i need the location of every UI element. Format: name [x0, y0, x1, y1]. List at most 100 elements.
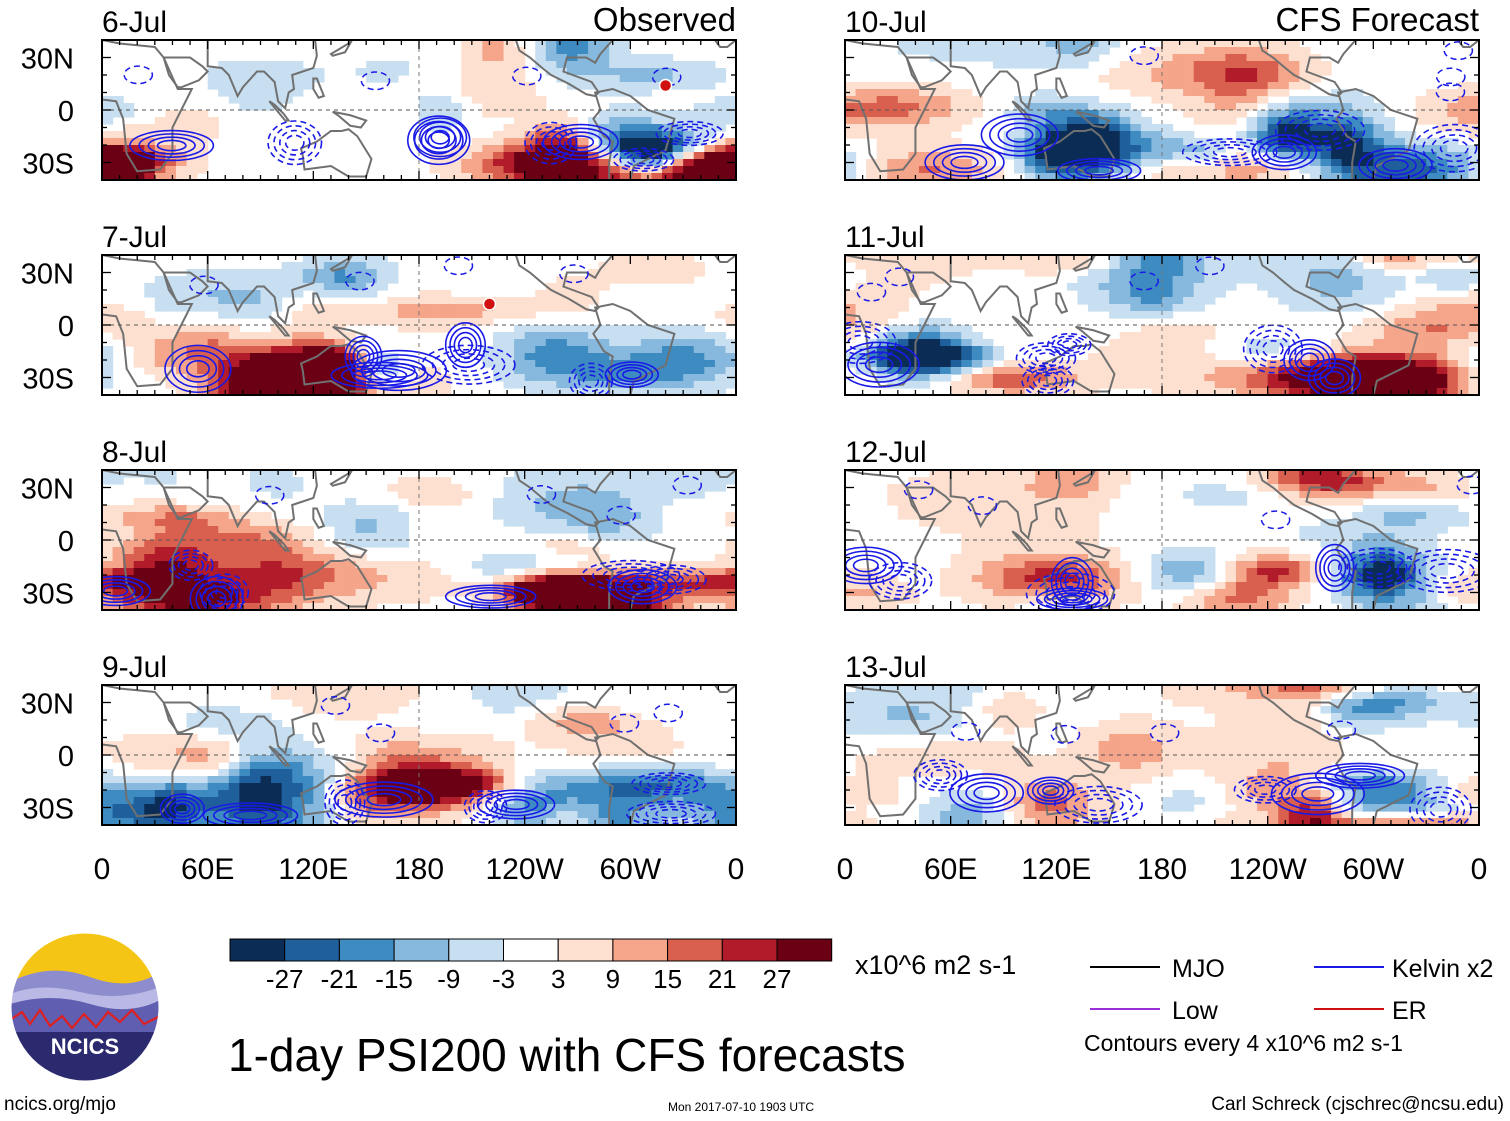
y-tick-label: 30S — [22, 364, 74, 396]
legend-label: Kelvin x2 — [1392, 955, 1494, 983]
legend-label: MJO — [1172, 955, 1225, 983]
y-tick-label: 0 — [58, 741, 74, 773]
coastlines — [845, 255, 1479, 395]
x-tick-label: 120W — [485, 853, 564, 886]
y-tick-label: 0 — [58, 526, 74, 558]
logo-text: NCICS — [51, 1034, 119, 1059]
colorbar-swatch — [284, 938, 340, 962]
colorbar-swatch — [229, 938, 286, 962]
colorbar-swatch — [448, 938, 504, 962]
kelvin-contours — [159, 695, 717, 825]
column-label: CFS Forecast — [1275, 1, 1479, 38]
y-tick-label: 30N — [21, 259, 74, 291]
map-panel: 10-Jul — [844, 6, 1480, 181]
colorbar-swatch — [557, 938, 614, 962]
kelvin-contours — [123, 65, 724, 172]
colorbar-label: -27 — [266, 964, 304, 994]
panel-column-observed: Observed 6-Jul 30N 0 30S 7-Jul 30N 0 30S 8-Jul 30N… — [21, 1, 745, 886]
chart-title: 1-day PSI200 with CFS forecasts — [228, 1029, 906, 1081]
author-credit: Carl Schreck (cjschrec@ncsu.edu) — [1211, 1094, 1504, 1115]
legend-line-kelvin — [1314, 966, 1384, 968]
colorbar: -27 -21 -15 -9 -3 3 9 15 21 27 — [229, 938, 833, 994]
colorbar-swatch — [503, 938, 559, 962]
panel-column-forecast: CFS Forecast 10-Jul 11-Jul 12-Jul 13-Jul 0 60E… — [837, 1, 1488, 886]
legend-line-low — [1090, 1008, 1160, 1010]
panel-date: 13-Jul — [845, 651, 927, 684]
legend-line-er — [1314, 1008, 1384, 1010]
y-tick-label: 30S — [22, 579, 74, 611]
panel-date: 10-Jul — [845, 6, 927, 39]
colorbar-label: 9 — [606, 964, 620, 994]
coastlines — [845, 685, 1479, 825]
kelvin-contours — [924, 41, 1479, 180]
colorbar-label: -9 — [437, 964, 460, 994]
timestamp: Mon 2017-07-10 1903 UTC — [668, 1100, 815, 1114]
panel-ticks — [844, 254, 1480, 396]
y-tick-label: 30S — [22, 794, 74, 826]
colorbar-units: x10^6 m2 s-1 — [855, 950, 1017, 980]
colorbar-swatch — [338, 938, 395, 962]
colorbar-label: 15 — [653, 964, 682, 994]
column-label: Observed — [593, 1, 736, 38]
legend-label: ER — [1392, 997, 1427, 1025]
coastlines — [845, 40, 1479, 180]
colorbar-swatch — [667, 938, 723, 962]
colorbar-label: -21 — [321, 964, 359, 994]
panel-ticks — [101, 469, 737, 611]
panel-date: 6-Jul — [102, 6, 167, 39]
map-panel: 7-Jul 30N 0 30S — [21, 221, 737, 396]
panel-ticks — [101, 684, 737, 826]
tropical-storm-icon — [658, 78, 673, 93]
panel-ticks — [844, 469, 1480, 611]
panel-ticks — [101, 254, 737, 396]
panel-date: 7-Jul — [102, 221, 167, 254]
map-panel: 13-Jul — [844, 651, 1480, 826]
map-panel: 11-Jul — [844, 221, 1480, 396]
coastlines — [102, 40, 736, 180]
colorbar-swatch — [393, 938, 450, 962]
kelvin-contours — [845, 256, 1362, 395]
x-tick-label: 0 — [837, 853, 854, 886]
y-tick-label: 30S — [22, 149, 74, 181]
colorbar-label: 27 — [763, 964, 792, 994]
colorbar-swatch — [776, 938, 833, 962]
colorbar-swatch — [721, 938, 778, 962]
legend-line-mjo — [1090, 966, 1160, 968]
x-tick-label: 60W — [599, 853, 661, 886]
map-panel: 6-Jul 30N 0 30S — [21, 6, 737, 181]
x-tick-label: 180 — [394, 853, 444, 886]
colorbar-label: 3 — [551, 964, 565, 994]
map-panel: 9-Jul 30N 0 30S — [21, 651, 737, 826]
y-tick-label: 30N — [21, 44, 74, 76]
panel-date: 12-Jul — [845, 436, 927, 469]
x-tick-label: 180 — [1137, 853, 1187, 886]
x-tick-label: 0 — [728, 853, 745, 886]
panel-date: 8-Jul — [102, 436, 167, 469]
panel-ticks — [844, 39, 1480, 181]
x-tick-label: 120W — [1228, 853, 1307, 886]
x-tick-label: 120E — [278, 853, 348, 886]
panel-date: 9-Jul — [102, 651, 167, 684]
legend-label: Low — [1172, 997, 1218, 1025]
x-tick-label: 120E — [1021, 853, 1091, 886]
x-tick-label: 60E — [181, 853, 234, 886]
panel-ticks — [844, 684, 1480, 826]
panel-ticks — [101, 39, 737, 181]
map-panel: 8-Jul 30N 0 30S — [21, 436, 737, 611]
colorbar-swatch — [612, 938, 669, 962]
panel-date: 11-Jul — [845, 221, 924, 254]
x-tick-label: 60E — [924, 853, 977, 886]
kelvin-contours — [102, 475, 707, 610]
colorbar-label: -3 — [492, 964, 515, 994]
ncics-logo: NCICS — [10, 932, 160, 1082]
colorbar-label: 21 — [708, 964, 737, 994]
y-tick-label: 30N — [21, 689, 74, 721]
x-tick-label: 60W — [1342, 853, 1404, 886]
site-url[interactable]: ncics.org/mjo — [4, 1094, 116, 1115]
contour-note: Contours every 4 x10^6 m2 s-1 — [1084, 1030, 1403, 1056]
kelvin-contours — [912, 720, 1472, 825]
kelvin-contours — [845, 475, 1479, 610]
coastlines — [845, 470, 1479, 610]
kelvin-contours — [164, 256, 660, 395]
